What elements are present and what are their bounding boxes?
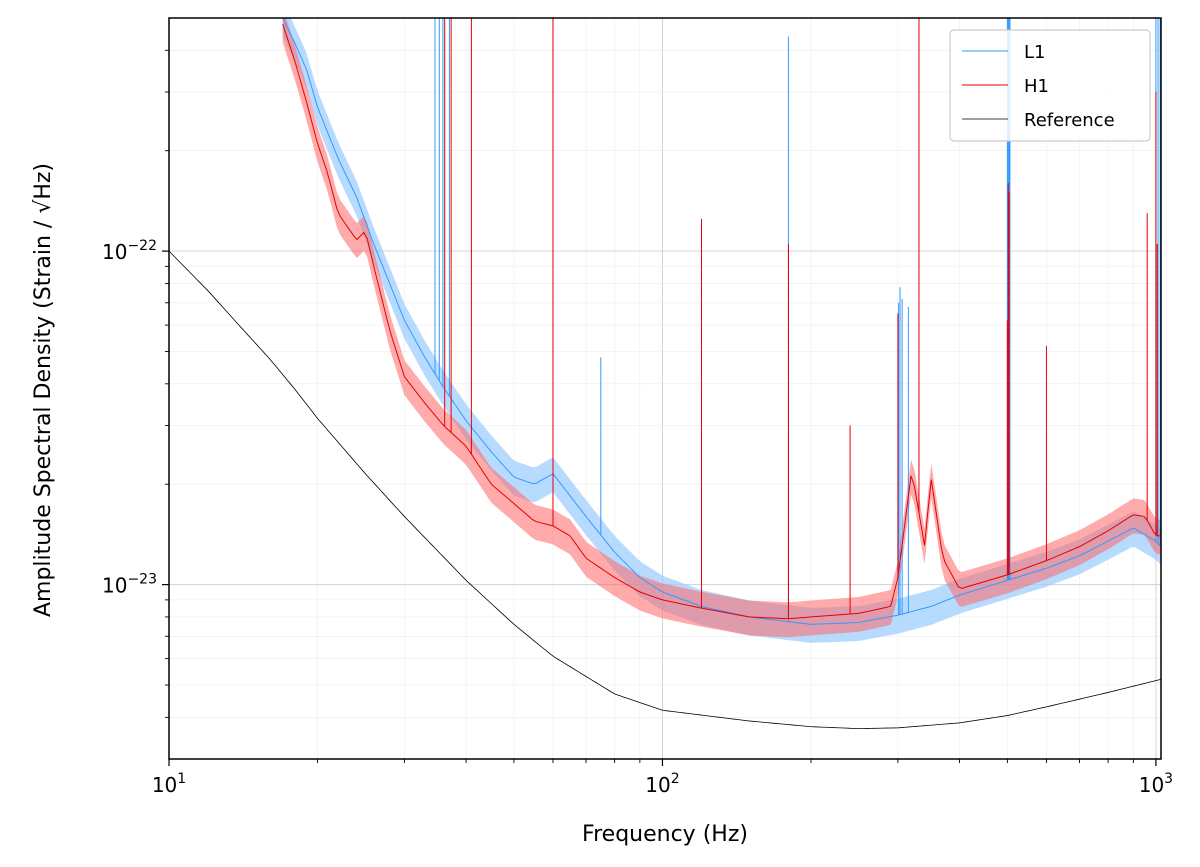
reference-series-line <box>169 250 1161 730</box>
legend: L1 H1 Reference <box>949 29 1151 142</box>
x-tick-label: 103 <box>1139 771 1173 797</box>
plot-frame <box>168 17 1162 760</box>
x-tick-label: 102 <box>645 771 679 797</box>
legend-label-h1: H1 <box>1024 76 1049 97</box>
legend-box <box>949 29 1151 142</box>
h1-series-line <box>282 23 1161 620</box>
x-tick-label: 101 <box>152 771 186 797</box>
axis-ticks <box>162 49 1157 766</box>
h1-confidence-band <box>282 18 1161 638</box>
tick-labels: 101 102 103 10−22 10−23 <box>102 238 1173 797</box>
y-tick-label: 10−22 <box>102 238 157 264</box>
x-axis-label: Frequency (Hz) <box>582 822 748 847</box>
y-axis-label: Amplitude Spectral Density (Strain / √Hz… <box>31 163 56 617</box>
legend-label-reference: Reference <box>1024 110 1115 131</box>
legend-label-l1: L1 <box>1024 42 1045 63</box>
y-tick-label: 10−23 <box>102 572 157 598</box>
plot-area <box>169 18 1161 730</box>
l1-series-line <box>282 18 1161 625</box>
